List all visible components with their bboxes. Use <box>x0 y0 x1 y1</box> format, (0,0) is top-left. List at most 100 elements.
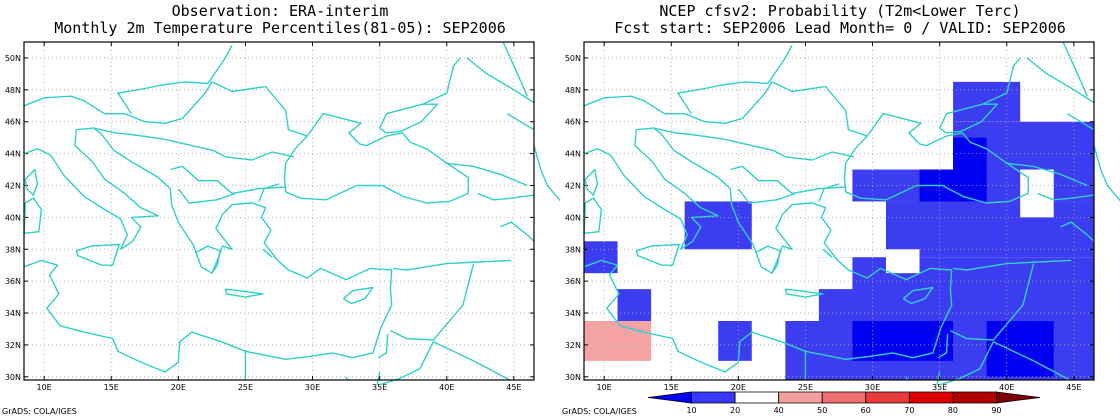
coastline <box>422 57 461 105</box>
coastline <box>937 333 949 359</box>
coastline <box>23 197 43 234</box>
lat-tick-label: 30N <box>5 373 21 382</box>
lat-tick-label: 44N <box>565 150 581 159</box>
lon-tick-label: 20E <box>731 383 746 392</box>
colorbar-swatch <box>691 391 736 404</box>
colorbar-label: 70 <box>904 406 914 415</box>
colorbar-swatch <box>908 391 954 404</box>
coastline <box>755 245 781 274</box>
coastline <box>737 188 795 204</box>
coastline <box>1066 113 1095 131</box>
probability-cell <box>885 249 920 274</box>
coastline <box>583 197 603 234</box>
coastline <box>992 341 1071 381</box>
lat-tick-label: 50N <box>5 54 21 63</box>
coastline <box>393 259 512 271</box>
coastline <box>379 103 439 134</box>
lat-tick-label: 36N <box>5 277 21 286</box>
coastline <box>902 286 934 305</box>
colorbar-swatch <box>734 391 780 404</box>
colorbar-swatch <box>952 391 997 404</box>
lat-tick-label: 42N <box>5 181 21 190</box>
left-title-line2: Monthly 2m Temperature Percentiles(81-05… <box>54 19 506 37</box>
coastline <box>584 168 599 196</box>
lat-tick-label: 46N <box>565 118 581 127</box>
coastline <box>953 259 1072 271</box>
lon-tick-label: 15E <box>104 383 119 392</box>
coastline <box>445 162 528 187</box>
coastline <box>1026 57 1095 104</box>
lon-tick-label: 45E <box>1066 383 1081 392</box>
coastline <box>950 263 1035 341</box>
colorbar-label: 60 <box>861 406 871 415</box>
coastline <box>262 248 273 258</box>
lat-tick-label: 30N <box>565 373 581 382</box>
probability-cell <box>885 201 1094 258</box>
probability-cell <box>1020 169 1054 218</box>
coastline <box>1005 162 1088 187</box>
colorbar-label: 20 <box>730 406 740 415</box>
map-border <box>583 41 1095 381</box>
probability-cell <box>818 257 853 290</box>
coastline <box>466 57 535 104</box>
observation-panel: Observation: ERA-interim Monthly 2m Temp… <box>2 2 560 416</box>
coastline <box>216 257 220 266</box>
left-title-line1: Observation: ERA-interim <box>171 2 389 20</box>
probability-cell <box>852 225 886 250</box>
coastline <box>939 103 999 134</box>
lat-tick-label: 32N <box>565 341 581 350</box>
coastline <box>583 81 868 137</box>
lon-tick-label: 30E <box>305 383 320 392</box>
coastline <box>1062 41 1088 97</box>
lon-tick-label: 10E <box>597 383 612 392</box>
left-credit: GrADS: COLA/IGES <box>2 407 77 416</box>
coastline <box>258 183 280 202</box>
lon-tick-label: 35E <box>932 383 947 392</box>
coastline <box>195 245 221 274</box>
coastline <box>533 145 560 202</box>
coastline <box>93 127 294 161</box>
lat-tick-label: 32N <box>5 341 21 350</box>
right-title-line2: Fcst start: SEP2006 Lead Month= 0 / VALI… <box>614 19 1066 37</box>
coastline <box>936 371 941 385</box>
lat-tick-label: 34N <box>565 309 581 318</box>
colorbar: 10 20 40 50 60 70 80 90 <box>647 391 1041 415</box>
probability-cell <box>684 201 752 250</box>
lon-tick-label: 35E <box>372 383 387 392</box>
colorbar-label: 50 <box>817 406 827 415</box>
colorbar-swatch <box>865 391 910 404</box>
colorbar-swatch <box>821 391 867 404</box>
coastline <box>939 341 994 386</box>
lon-tick-label: 25E <box>238 383 253 392</box>
coastline <box>377 333 389 359</box>
lon-tick-label: 10E <box>37 383 52 392</box>
probability-cells <box>584 81 1094 380</box>
probability-cell <box>617 289 652 322</box>
coastline <box>24 168 39 196</box>
coastline <box>506 113 535 131</box>
coastline <box>776 257 780 266</box>
colorbar-swatch <box>647 391 692 404</box>
lat-tick-label: 48N <box>565 86 581 95</box>
probability-cell <box>953 137 987 170</box>
observation-map: 10E 15E 20E 25E 30E 35E 40E 45E 30N 32N 34N 36N 38N 4… <box>5 41 560 392</box>
lat-tick-label: 50N <box>565 54 581 63</box>
coastline <box>23 127 393 373</box>
probability-cell <box>718 321 752 361</box>
probability-cell <box>818 257 1094 322</box>
colorbar-label: 40 <box>774 406 784 415</box>
lon-tick-label: 30E <box>865 383 880 392</box>
colorbar-label: 10 <box>686 406 696 415</box>
lat-tick-label: 38N <box>565 245 581 254</box>
coastline <box>283 112 469 204</box>
lat-tick-label: 40N <box>565 213 581 222</box>
coastline <box>677 81 768 115</box>
coastline <box>117 81 208 115</box>
right-title-line1: NCEP cfsv2: Probability (T2m<Lower Terc) <box>659 2 1021 20</box>
coastline <box>170 165 286 195</box>
lat-tick-label: 40N <box>5 213 21 222</box>
coastline <box>432 341 511 381</box>
forecast-panel: NCEP cfsv2: Probability (T2m<Lower Terc)… <box>560 0 1120 420</box>
coastline <box>843 112 1029 204</box>
lon-tick-label: 45E <box>506 383 521 392</box>
